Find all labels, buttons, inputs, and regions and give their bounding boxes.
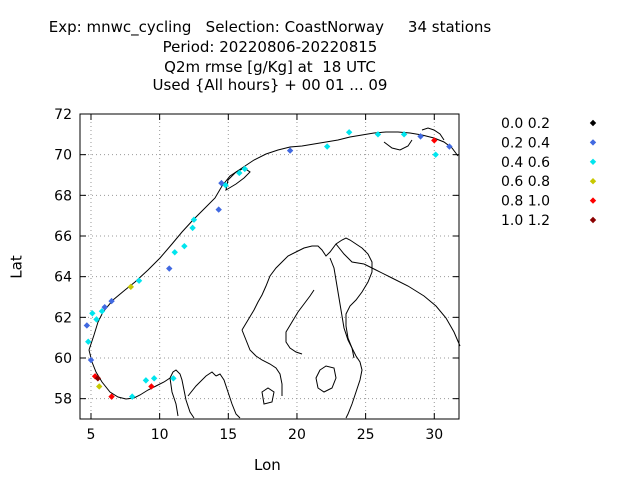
legend-entry-label: 0.8 1.0 <box>501 194 550 210</box>
chart-title-line-3: Q2m rmse [g/Kg] at 18 UTC <box>164 58 376 76</box>
station-point <box>108 297 115 305</box>
station-point <box>241 165 248 173</box>
station-point <box>323 143 331 150</box>
station-point <box>127 283 135 291</box>
legend-marker <box>589 139 597 146</box>
grid-lines <box>80 113 459 419</box>
y-tick-label: 70 <box>54 148 72 164</box>
station-point <box>89 310 96 317</box>
station-point <box>108 393 115 400</box>
y-tick-label: 60 <box>54 351 72 367</box>
x-tick-label: 5 <box>87 427 96 443</box>
station-point <box>218 179 225 187</box>
plot-frame <box>79 113 460 420</box>
legend-entry-label: 0.2 0.4 <box>501 135 550 151</box>
station-point <box>83 322 91 329</box>
station-point <box>94 375 102 382</box>
x-tick-label: 10 <box>151 427 169 443</box>
chart-title-line-1: Exp: mnwc_cycling Selection: CoastNorway… <box>48 18 492 36</box>
legend-entry-label: 1.0 1.2 <box>501 213 550 229</box>
axis-ticks: 5 10 15 20 25 30 58 60 62 64 66 68 70 72 <box>54 107 459 443</box>
station-point <box>286 147 294 154</box>
station-point <box>135 277 143 284</box>
station-point <box>446 143 453 150</box>
y-tick-label: 72 <box>54 107 72 123</box>
station-point <box>190 216 198 223</box>
station-point <box>142 377 150 384</box>
legend-marker <box>589 197 597 204</box>
station-point <box>417 133 424 140</box>
legend-entry-label: 0.0 0.2 <box>501 116 550 132</box>
station-point <box>400 131 408 138</box>
station-point <box>171 249 178 256</box>
station-point <box>98 308 106 315</box>
station-point <box>189 224 196 232</box>
legend-marker <box>589 119 597 127</box>
legend-entry-label: 0.4 0.6 <box>501 155 550 171</box>
station-point <box>128 393 136 400</box>
station-point <box>432 151 439 158</box>
station-point <box>170 375 177 382</box>
y-tick-label: 64 <box>54 270 72 286</box>
chart-title-line-2: Period: 20220806-20220815 <box>162 38 378 56</box>
station-point <box>101 303 108 311</box>
station-point <box>85 338 92 345</box>
x-tick-label: 30 <box>425 427 443 443</box>
x-tick-label: 25 <box>357 427 375 443</box>
station-point <box>181 242 188 250</box>
coastline-map <box>88 127 461 419</box>
station-point <box>166 265 173 272</box>
legend: 0.0 0.2 0.2 0.4 0.4 0.6 0.6 0.8 0.8 1.0 1.0 1… <box>501 116 597 229</box>
legend-marker <box>589 178 597 185</box>
station-point <box>93 316 100 323</box>
legend-marker <box>589 216 597 224</box>
station-point <box>87 356 95 364</box>
y-tick-label: 62 <box>54 310 72 326</box>
station-point <box>374 131 382 138</box>
x-tick-label: 20 <box>288 427 306 443</box>
station-point <box>148 383 155 390</box>
x-tick-label: 15 <box>219 427 237 443</box>
y-tick-label: 66 <box>54 229 72 245</box>
legend-entry-label: 0.6 0.8 <box>501 174 550 190</box>
station-point <box>236 169 243 177</box>
y-tick-label: 58 <box>54 392 72 408</box>
station-point <box>431 137 438 144</box>
chart-title-line-4: Used {All hours} + 00 01 ... 09 <box>152 76 388 94</box>
y-axis-label: Lat <box>7 255 26 279</box>
station-point <box>215 206 222 213</box>
station-point <box>345 129 353 136</box>
y-tick-label: 68 <box>54 188 72 204</box>
station-points <box>83 129 453 400</box>
station-point <box>96 383 103 390</box>
legend-marker <box>589 158 597 165</box>
x-axis-label: Lon <box>254 456 281 474</box>
station-point <box>222 181 229 189</box>
station-point <box>150 375 158 382</box>
